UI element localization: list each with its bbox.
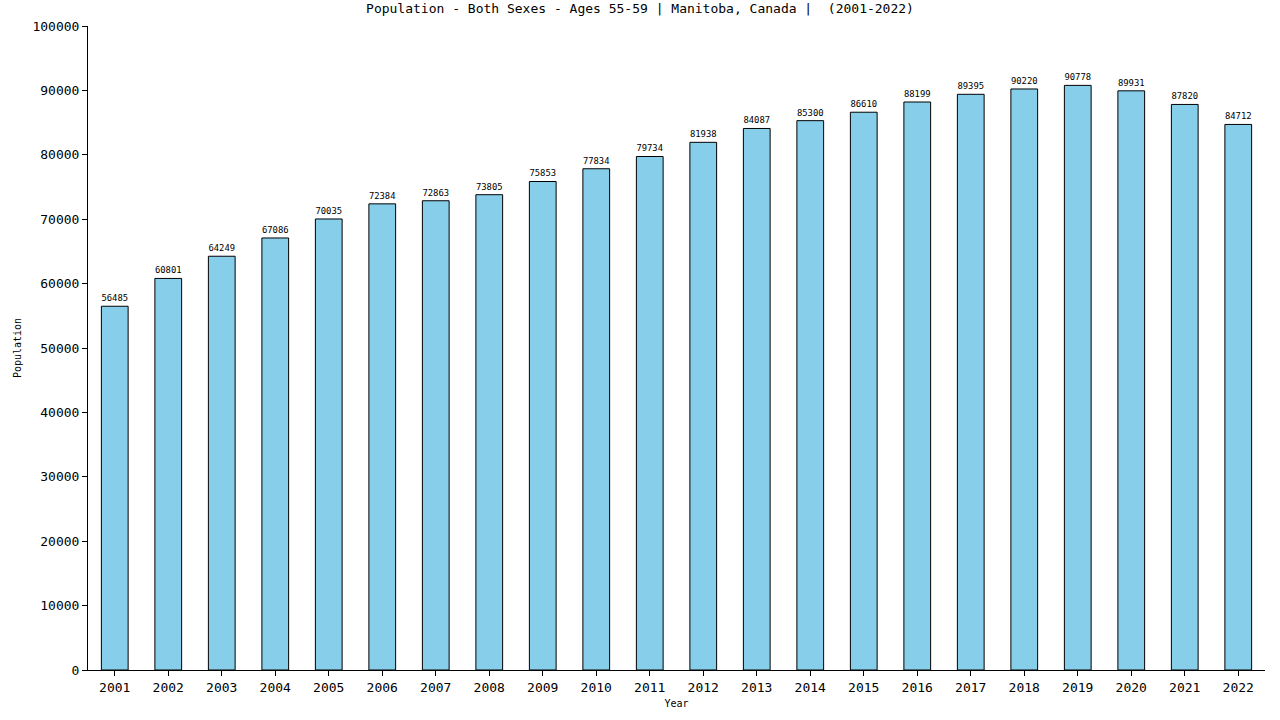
svg-text:86610: 86610 xyxy=(850,99,877,109)
svg-text:Year: Year xyxy=(664,698,688,709)
svg-text:2013: 2013 xyxy=(741,680,772,695)
svg-text:79734: 79734 xyxy=(636,143,663,153)
svg-text:2002: 2002 xyxy=(153,680,184,695)
svg-text:89931: 89931 xyxy=(1118,78,1145,88)
svg-text:0: 0 xyxy=(72,663,80,678)
svg-text:70000: 70000 xyxy=(40,212,79,227)
svg-text:2011: 2011 xyxy=(634,680,665,695)
svg-text:100000: 100000 xyxy=(32,19,79,34)
svg-text:2017: 2017 xyxy=(955,680,986,695)
svg-text:50000: 50000 xyxy=(40,341,79,356)
svg-text:2005: 2005 xyxy=(313,680,344,695)
svg-text:Population: Population xyxy=(12,318,23,378)
svg-text:77834: 77834 xyxy=(583,156,610,166)
svg-text:85300: 85300 xyxy=(797,108,824,118)
svg-text:64249: 64249 xyxy=(208,243,235,253)
svg-text:2012: 2012 xyxy=(688,680,719,695)
svg-text:2001: 2001 xyxy=(99,680,130,695)
svg-text:2003: 2003 xyxy=(206,680,237,695)
svg-text:73805: 73805 xyxy=(476,182,503,192)
svg-text:20000: 20000 xyxy=(40,534,79,549)
svg-text:56485: 56485 xyxy=(101,293,128,303)
svg-text:2008: 2008 xyxy=(474,680,505,695)
svg-text:84087: 84087 xyxy=(743,115,770,125)
svg-text:2007: 2007 xyxy=(420,680,451,695)
svg-text:90220: 90220 xyxy=(1011,76,1038,86)
svg-text:87820: 87820 xyxy=(1171,91,1198,101)
svg-text:2019: 2019 xyxy=(1062,680,1093,695)
svg-text:2015: 2015 xyxy=(848,680,879,695)
svg-text:81938: 81938 xyxy=(690,129,717,139)
svg-text:89395: 89395 xyxy=(957,81,984,91)
svg-text:2014: 2014 xyxy=(795,680,826,695)
svg-text:80000: 80000 xyxy=(40,147,79,162)
svg-text:2009: 2009 xyxy=(527,680,558,695)
svg-text:2016: 2016 xyxy=(902,680,933,695)
svg-text:90000: 90000 xyxy=(40,83,79,98)
svg-text:2010: 2010 xyxy=(581,680,612,695)
svg-text:60000: 60000 xyxy=(40,276,79,291)
svg-text:2021: 2021 xyxy=(1169,680,1200,695)
svg-text:72384: 72384 xyxy=(369,191,396,201)
svg-text:75853: 75853 xyxy=(529,168,556,178)
svg-text:2022: 2022 xyxy=(1223,680,1254,695)
svg-text:90778: 90778 xyxy=(1064,72,1091,82)
svg-text:67086: 67086 xyxy=(262,225,289,235)
svg-text:2020: 2020 xyxy=(1116,680,1147,695)
svg-text:2006: 2006 xyxy=(367,680,398,695)
svg-text:Population - Both Sexes - Ages: Population - Both Sexes - Ages 55-59 | M… xyxy=(366,1,914,16)
svg-text:40000: 40000 xyxy=(40,405,79,420)
svg-text:84712: 84712 xyxy=(1225,111,1252,121)
svg-text:70035: 70035 xyxy=(315,206,342,216)
svg-text:10000: 10000 xyxy=(40,598,79,613)
svg-text:72863: 72863 xyxy=(422,188,449,198)
svg-text:88199: 88199 xyxy=(904,89,931,99)
svg-text:2004: 2004 xyxy=(260,680,291,695)
svg-text:30000: 30000 xyxy=(40,469,79,484)
svg-text:2018: 2018 xyxy=(1009,680,1040,695)
svg-text:60801: 60801 xyxy=(155,265,182,275)
